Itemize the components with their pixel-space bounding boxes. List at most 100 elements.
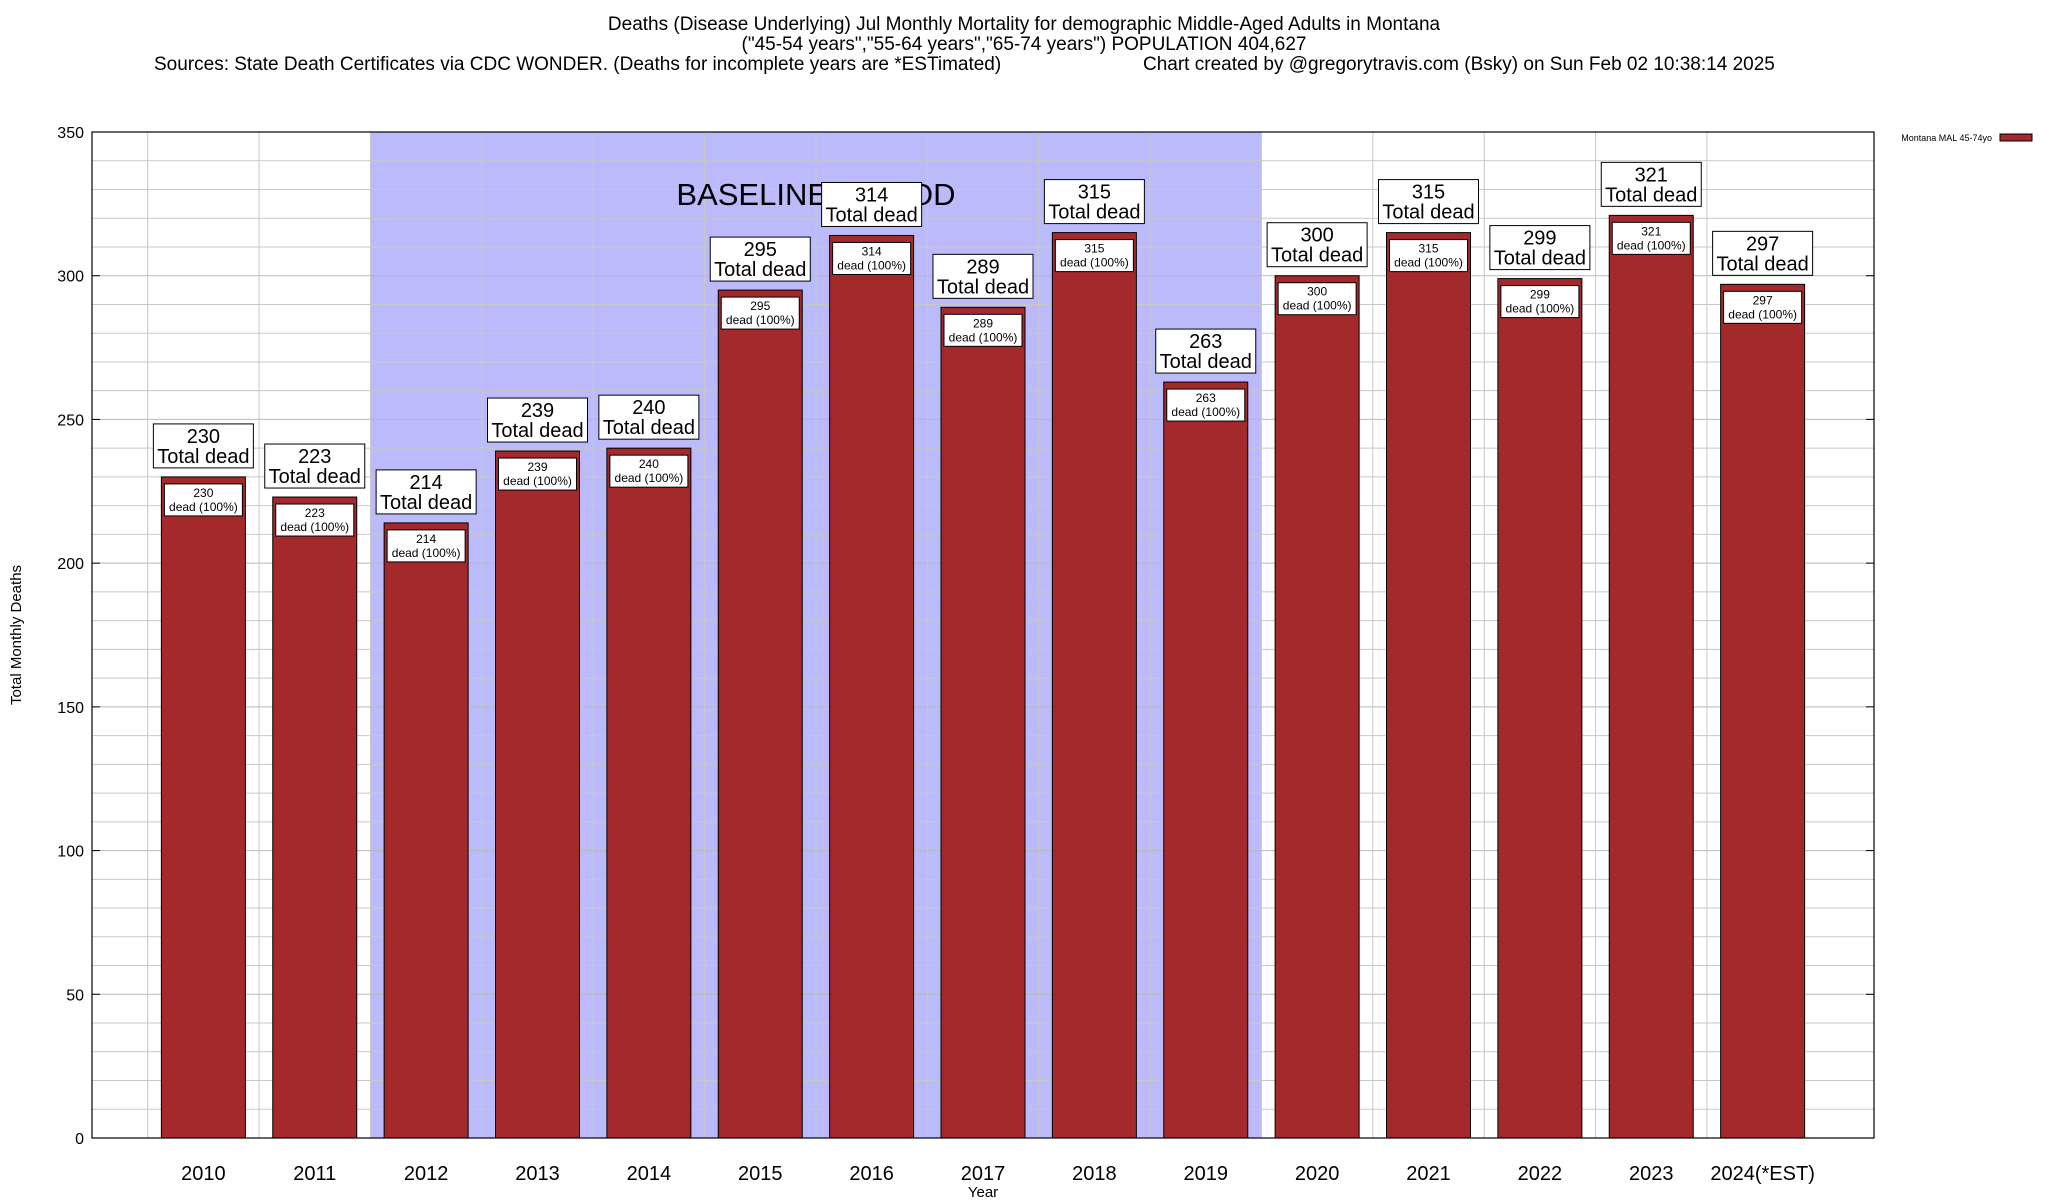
- top-label-box: [487, 397, 588, 443]
- inner-label-box: [1054, 239, 1134, 273]
- bar-2012: [383, 522, 469, 1139]
- inner-value-label: 314: [862, 244, 882, 258]
- top-label-box: [1043, 179, 1145, 225]
- y-tick-label: 50: [66, 987, 84, 1004]
- inner-percent-label: dead (100%): [837, 258, 906, 272]
- top-label-box: [598, 394, 700, 440]
- bar-2018: [1051, 232, 1137, 1139]
- bar-2015: [717, 289, 803, 1139]
- top-total-label: Total dead: [269, 466, 361, 488]
- top-value-label: 315: [1412, 182, 1445, 204]
- top-total-label: Total dead: [1271, 245, 1363, 267]
- top-total-label: Total dead: [937, 276, 1029, 298]
- top-total-label: Total dead: [491, 420, 583, 442]
- top-total-label: Total dead: [1048, 202, 1140, 224]
- top-value-label: 239: [521, 400, 554, 422]
- legend-label: Montana MAL 45-74yo: [1901, 133, 1992, 143]
- y-tick-label: 350: [57, 125, 84, 142]
- bar-2013: [495, 450, 580, 1139]
- inner-label-box: [943, 313, 1023, 347]
- chart-titles: Deaths (Disease Underlying) Jul Monthly …: [0, 0, 2048, 90]
- bar-2020: [1274, 275, 1360, 1139]
- inner-label-box: [498, 457, 577, 491]
- inner-value-label: 214: [416, 532, 436, 546]
- inner-label-box: [386, 529, 466, 563]
- chart-sources: Sources: State Death Certificates via CD…: [154, 54, 1002, 75]
- inner-percent-label: dead (100%): [392, 546, 461, 560]
- top-value-label: 321: [1635, 164, 1668, 186]
- y-axis-title: Total Monthly Deaths: [8, 565, 25, 705]
- inner-label-box: [720, 296, 800, 330]
- inner-value-label: 240: [639, 457, 659, 471]
- inner-value-label: 297: [1753, 293, 1773, 307]
- inner-value-label: 315: [1418, 242, 1438, 256]
- inner-label-box: [1389, 239, 1468, 273]
- top-label-box: [1600, 161, 1702, 207]
- top-total-label: Total dead: [1605, 184, 1697, 206]
- inner-percent-label: dead (100%): [280, 520, 349, 534]
- plot-frame: [91, 131, 1875, 1139]
- x-tick-label: 2014: [627, 1163, 672, 1185]
- top-value-label: 214: [409, 472, 442, 494]
- x-tick-label: 2015: [738, 1163, 783, 1185]
- inner-value-label: 299: [1530, 288, 1550, 302]
- inner-label-box: [163, 483, 243, 517]
- inner-percent-label: dead (100%): [169, 500, 238, 514]
- inner-percent-label: dead (100%): [1283, 299, 1352, 313]
- top-value-label: 289: [966, 256, 999, 278]
- top-label-box: [1378, 179, 1479, 225]
- inner-value-label: 321: [1641, 224, 1661, 238]
- inner-percent-label: dead (100%): [1617, 238, 1686, 252]
- x-tick-label: 2017: [961, 1163, 1006, 1185]
- inner-label-box: [275, 503, 355, 537]
- bar-2021: [1386, 232, 1471, 1139]
- top-label-box: [1266, 222, 1368, 268]
- top-total-label: Total dead: [1716, 253, 1808, 275]
- inner-value-label: 289: [973, 316, 993, 330]
- bar-2010: [160, 476, 246, 1139]
- top-value-label: 223: [298, 446, 331, 468]
- inner-label-box: [832, 241, 912, 275]
- bar-2023: [1608, 214, 1694, 1139]
- top-total-label: Total dead: [1160, 351, 1252, 373]
- x-tick-label: 2013: [515, 1163, 560, 1185]
- y-tick-label: 100: [57, 844, 84, 861]
- chart-subtitle: ("45-54 years","55-64 years","65-74 year…: [741, 34, 1307, 55]
- y-tick-label: 150: [57, 700, 84, 717]
- inner-value-label: 239: [527, 460, 547, 474]
- top-value-label: 295: [744, 239, 777, 261]
- bar-2016: [829, 234, 915, 1139]
- inner-label-box: [1723, 290, 1803, 324]
- chart-credit: Chart created by @gregorytravis.com (Bsk…: [1143, 54, 1775, 75]
- bar-2022: [1497, 278, 1583, 1139]
- top-label-box: [1155, 328, 1257, 374]
- x-tick-label: 2012: [404, 1163, 449, 1185]
- y-tick-label: 200: [57, 556, 84, 573]
- inner-percent-label: dead (100%): [1394, 256, 1463, 270]
- bar-2019: [1163, 381, 1249, 1139]
- inner-value-label: 295: [750, 299, 770, 313]
- inner-percent-label: dead (100%): [503, 474, 572, 488]
- y-tick-label: 250: [57, 412, 84, 429]
- top-total-label: Total dead: [1494, 248, 1586, 270]
- inner-label-box: [1277, 282, 1357, 316]
- inner-percent-label: dead (100%): [1506, 302, 1575, 316]
- top-value-label: 230: [187, 426, 220, 448]
- top-value-label: 263: [1189, 331, 1222, 353]
- y-tick-label: 0: [75, 1131, 84, 1148]
- y-tick-label: 300: [57, 269, 84, 286]
- top-label-box: [709, 236, 811, 282]
- inner-value-label: 263: [1196, 391, 1216, 405]
- inner-label-box: [1166, 388, 1246, 422]
- legend-swatch: [1999, 133, 2033, 142]
- bar-2017: [940, 306, 1026, 1139]
- inner-value-label: 223: [305, 506, 325, 520]
- inner-value-label: 230: [193, 486, 213, 500]
- inner-label-box: [1500, 285, 1580, 319]
- top-total-label: Total dead: [380, 492, 472, 514]
- x-tick-label: 2010: [181, 1163, 226, 1185]
- top-total-label: Total dead: [157, 446, 249, 468]
- x-tick-label: 2019: [1184, 1163, 1229, 1185]
- bar-2011: [272, 496, 358, 1139]
- x-tick-label: 2018: [1072, 1163, 1117, 1185]
